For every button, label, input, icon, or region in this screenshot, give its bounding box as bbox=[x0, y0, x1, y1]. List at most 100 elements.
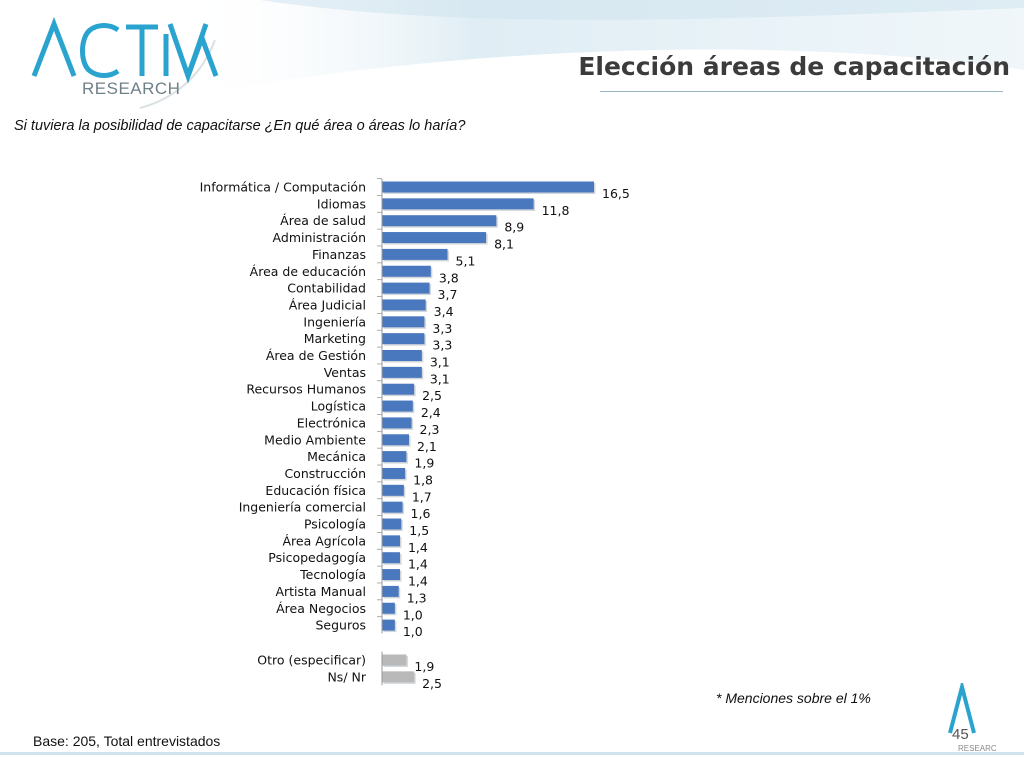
main-value-label-5: 3,8 bbox=[439, 270, 459, 285]
main-value-label-15: 2,1 bbox=[417, 439, 437, 454]
survey-question: Si tuviera la posibilidad de capacitarse… bbox=[14, 118, 466, 134]
main-value-label-23: 1,4 bbox=[408, 574, 428, 589]
main-bar-25 bbox=[382, 602, 395, 614]
extra-value-label-1: 2,5 bbox=[422, 676, 442, 691]
main-bar-13 bbox=[382, 400, 413, 412]
main-bar-24 bbox=[382, 585, 399, 597]
main-value-label-22: 1,4 bbox=[408, 557, 428, 572]
main-bar-15 bbox=[382, 434, 409, 446]
main-category-label-13: Logística bbox=[311, 399, 366, 414]
main-category-label-17: Construcción bbox=[284, 466, 366, 481]
main-category-label-19: Ingeniería comercial bbox=[239, 500, 366, 515]
main-bar-4 bbox=[382, 248, 448, 260]
main-category-label-18: Educación física bbox=[265, 483, 366, 498]
footnote: * Menciones sobre el 1% bbox=[716, 690, 871, 706]
main-category-label-23: Tecnología bbox=[299, 567, 366, 582]
main-category-label-6: Contabilidad bbox=[287, 281, 366, 296]
main-bar-23 bbox=[382, 569, 400, 581]
main-bar-18 bbox=[382, 484, 404, 496]
main-value-label-2: 8,9 bbox=[504, 220, 524, 235]
main-bar-12 bbox=[382, 383, 415, 395]
main-value-label-24: 1,3 bbox=[407, 590, 427, 605]
main-category-label-12: Recursos Humanos bbox=[246, 382, 366, 397]
main-bar-7 bbox=[382, 299, 426, 311]
main-value-label-19: 1,6 bbox=[411, 506, 431, 521]
main-value-label-7: 3,4 bbox=[434, 304, 454, 319]
main-category-label-2: Área de salud bbox=[280, 213, 366, 228]
main-bar-0 bbox=[382, 181, 594, 193]
extra-bar-1 bbox=[382, 671, 415, 683]
main-value-label-16: 1,9 bbox=[414, 456, 434, 471]
main-value-label-25: 1,0 bbox=[403, 607, 423, 622]
main-category-label-16: Mecánica bbox=[307, 449, 366, 464]
main-category-label-9: Marketing bbox=[304, 331, 366, 346]
main-bar-6 bbox=[382, 282, 430, 294]
main-value-label-18: 1,7 bbox=[412, 489, 432, 504]
extra-category-label-0: Otro (especificar) bbox=[257, 653, 366, 668]
slide-title: Elección áreas de capacitación bbox=[578, 52, 1010, 81]
main-bar-14 bbox=[382, 417, 412, 429]
main-category-label-20: Psicología bbox=[304, 517, 366, 532]
main-bar-5 bbox=[382, 265, 431, 277]
main-value-label-9: 3,3 bbox=[432, 338, 452, 353]
main-bar-8 bbox=[382, 316, 425, 328]
main-value-label-6: 3,7 bbox=[438, 287, 458, 302]
corner-logo-subtitle: RESEARCH bbox=[958, 744, 996, 753]
logo-letter-t bbox=[126, 24, 158, 76]
main-category-label-4: Finanzas bbox=[312, 247, 366, 262]
main-bar-9 bbox=[382, 333, 425, 345]
title-underline bbox=[600, 91, 1003, 92]
main-value-label-3: 8,1 bbox=[494, 237, 514, 252]
main-value-label-10: 3,1 bbox=[430, 355, 450, 370]
main-category-label-25: Área Negocios bbox=[276, 601, 366, 616]
main-category-label-15: Medio Ambiente bbox=[264, 432, 366, 447]
main-value-label-0: 16,5 bbox=[602, 186, 630, 201]
bottom-bar bbox=[0, 752, 1024, 755]
extra-bar-0 bbox=[382, 654, 407, 666]
main-bar-17 bbox=[382, 467, 406, 479]
main-bar-19 bbox=[382, 501, 403, 513]
main-bar-11 bbox=[382, 366, 422, 378]
logo-letter-a2 bbox=[185, 30, 219, 77]
main-category-label-8: Ingeniería bbox=[303, 314, 366, 329]
activa-research-logo: RESEARCH bbox=[30, 14, 220, 110]
main-category-label-11: Ventas bbox=[324, 365, 366, 380]
main-value-label-26: 1,0 bbox=[403, 624, 423, 639]
main-category-label-7: Área Judicial bbox=[289, 297, 366, 312]
main-bar-26 bbox=[382, 619, 395, 631]
main-value-label-1: 11,8 bbox=[542, 203, 570, 218]
main-value-label-20: 1,5 bbox=[409, 523, 429, 538]
main-category-label-26: Seguros bbox=[315, 618, 366, 633]
main-bar-1 bbox=[382, 198, 534, 210]
main-category-label-1: Idiomas bbox=[317, 196, 366, 211]
main-value-label-17: 1,8 bbox=[413, 472, 433, 487]
main-category-label-14: Electrónica bbox=[297, 415, 366, 430]
main-category-label-22: Psicopedagogía bbox=[268, 550, 366, 565]
main-category-label-21: Área Agrícola bbox=[283, 533, 367, 548]
main-value-label-11: 3,1 bbox=[430, 371, 450, 386]
page-number: 45 bbox=[952, 726, 969, 743]
corner-logo: RESEARCH bbox=[948, 683, 996, 753]
main-bar-21 bbox=[382, 535, 400, 547]
main-category-label-3: Administración bbox=[273, 230, 366, 245]
base-note: Base: 205, Total entrevistados bbox=[33, 733, 221, 749]
main-category-label-5: Área de educación bbox=[250, 264, 366, 279]
main-category-label-0: Informática / Computación bbox=[200, 180, 366, 195]
main-bar-2 bbox=[382, 215, 497, 227]
extra-category-label-1: Ns/ Nr bbox=[327, 669, 366, 684]
logo-subtitle: RESEARCH bbox=[82, 79, 180, 98]
main-value-label-13: 2,4 bbox=[421, 405, 441, 420]
main-bar-16 bbox=[382, 451, 407, 463]
main-category-label-24: Artista Manual bbox=[275, 584, 366, 599]
main-value-label-8: 3,3 bbox=[432, 321, 452, 336]
main-value-label-21: 1,4 bbox=[408, 540, 428, 555]
main-bar-3 bbox=[382, 232, 487, 244]
extra-value-label-0: 1,9 bbox=[414, 659, 434, 674]
main-value-label-12: 2,5 bbox=[422, 388, 442, 403]
logo-letter-c bbox=[80, 23, 120, 78]
main-value-label-4: 5,1 bbox=[456, 253, 476, 268]
main-bar-22 bbox=[382, 552, 400, 564]
main-value-label-14: 2,3 bbox=[420, 422, 440, 437]
